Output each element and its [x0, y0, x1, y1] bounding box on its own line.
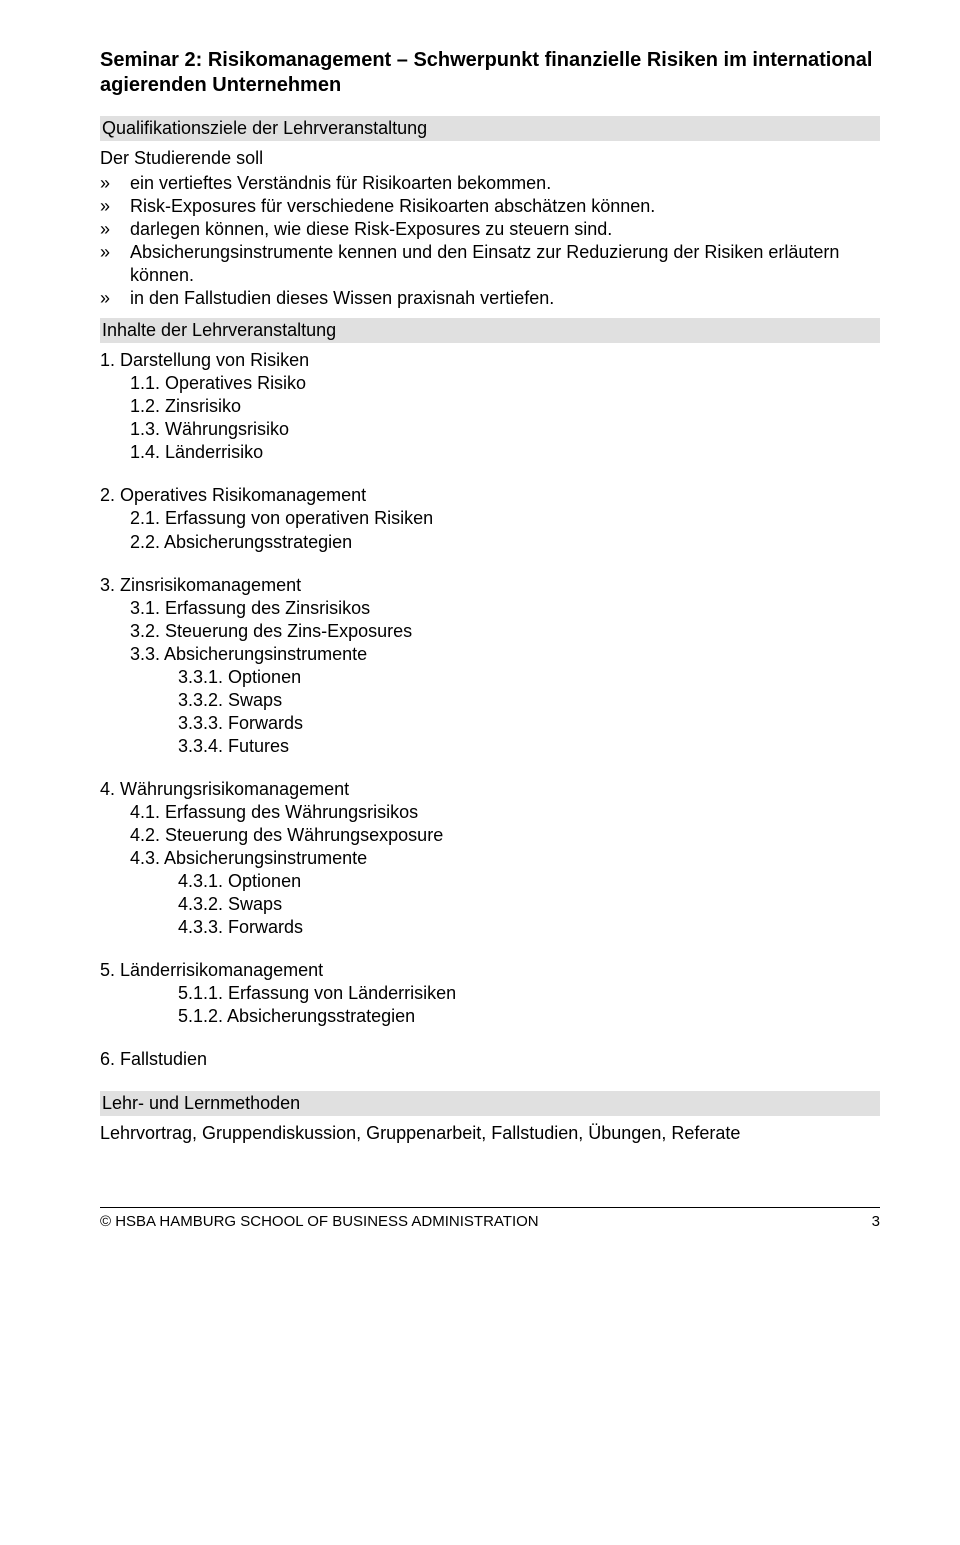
- content-subsub: 3.3.3. Forwards: [100, 712, 880, 735]
- content-head: 4. Währungsrisikomanagement: [100, 778, 880, 801]
- content-subsub: 4.3.1. Optionen: [100, 870, 880, 893]
- methods-header: Lehr- und Lernmethoden: [100, 1091, 880, 1116]
- content-head: 2. Operatives Risikomanagement: [100, 484, 880, 507]
- content-sub: 1.4. Länderrisiko: [100, 441, 880, 464]
- goal-item: in den Fallstudien dieses Wissen praxisn…: [100, 287, 880, 310]
- content-sub: 2.1. Erfassung von operativen Risiken: [100, 507, 880, 530]
- content-sub: 2.2. Absicherungsstrategien: [100, 531, 880, 554]
- content-subsub: 3.3.4. Futures: [100, 735, 880, 758]
- goal-item: Absicherungsinstrumente kennen und den E…: [100, 241, 880, 287]
- content-subsub: 4.3.3. Forwards: [100, 916, 880, 939]
- methods-text: Lehrvortrag, Gruppendiskussion, Gruppena…: [100, 1122, 880, 1145]
- goal-item: ein vertieftes Verständnis für Risikoart…: [100, 172, 880, 195]
- goal-item: Risk-Exposures für verschiedene Risikoar…: [100, 195, 880, 218]
- document-title: Seminar 2: Risikomanagement – Schwerpunk…: [100, 48, 880, 98]
- content-section-3: 3. Zinsrisikomanagement 3.1. Erfassung d…: [100, 574, 880, 758]
- content-section-5: 5. Länderrisikomanagement 5.1.1. Erfassu…: [100, 959, 880, 1028]
- content-sub: 1.1. Operatives Risiko: [100, 372, 880, 395]
- content-sub: 3.2. Steuerung des Zins-Exposures: [100, 620, 880, 643]
- page-footer: © HSBA HAMBURG SCHOOL OF BUSINESS ADMINI…: [100, 1207, 880, 1231]
- content-sub: 3.1. Erfassung des Zinsrisikos: [100, 597, 880, 620]
- content-subsub: 3.3.2. Swaps: [100, 689, 880, 712]
- content-subsub: 3.3.1. Optionen: [100, 666, 880, 689]
- content-sub: 4.3. Absicherungsinstrumente: [100, 847, 880, 870]
- content-head: 3. Zinsrisikomanagement: [100, 574, 880, 597]
- contents-header: Inhalte der Lehrveranstaltung: [100, 318, 880, 343]
- content-sub: 3.3. Absicherungsinstrumente: [100, 643, 880, 666]
- intro-line: Der Studierende soll: [100, 147, 880, 170]
- goals-list: ein vertieftes Verständnis für Risikoart…: [100, 172, 880, 310]
- content-section-1: 1. Darstellung von Risiken 1.1. Operativ…: [100, 349, 880, 464]
- content-head: 5. Länderrisikomanagement: [100, 959, 880, 982]
- qualifications-header: Qualifikationsziele der Lehrveranstaltun…: [100, 116, 880, 141]
- content-sub: 4.1. Erfassung des Währungsrisikos: [100, 801, 880, 824]
- content-section-6: 6. Fallstudien: [100, 1048, 880, 1071]
- goal-item: darlegen können, wie diese Risk-Exposure…: [100, 218, 880, 241]
- footer-page-number: 3: [872, 1212, 880, 1231]
- content-head: 1. Darstellung von Risiken: [100, 349, 880, 372]
- content-section-4: 4. Währungsrisikomanagement 4.1. Erfassu…: [100, 778, 880, 939]
- footer-left: © HSBA HAMBURG SCHOOL OF BUSINESS ADMINI…: [100, 1212, 539, 1231]
- content-section-2: 2. Operatives Risikomanagement 2.1. Erfa…: [100, 484, 880, 553]
- content-subsub: 5.1.1. Erfassung von Länderrisiken: [100, 982, 880, 1005]
- content-subsub: 4.3.2. Swaps: [100, 893, 880, 916]
- contents-list: 1. Darstellung von Risiken 1.1. Operativ…: [100, 349, 880, 1071]
- content-sub: 1.2. Zinsrisiko: [100, 395, 880, 418]
- content-sub: 1.3. Währungsrisiko: [100, 418, 880, 441]
- content-subsub: 5.1.2. Absicherungsstrategien: [100, 1005, 880, 1028]
- content-head: 6. Fallstudien: [100, 1048, 880, 1071]
- content-sub: 4.2. Steuerung des Währungsexposure: [100, 824, 880, 847]
